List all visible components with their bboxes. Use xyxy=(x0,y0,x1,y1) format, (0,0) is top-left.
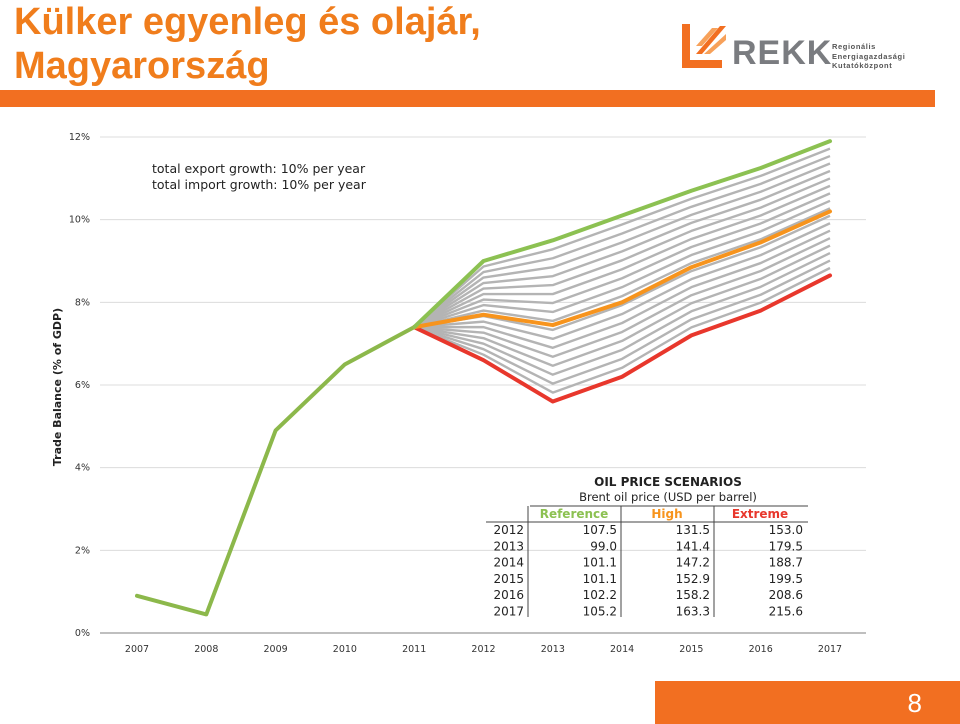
logo-subtitle-line: Regionális xyxy=(832,42,876,51)
series-line xyxy=(412,273,832,404)
band-line xyxy=(413,154,831,329)
table-cell: 101.1 xyxy=(583,556,617,570)
x-tick-label: 2009 xyxy=(264,644,288,655)
y-tick-label: 12% xyxy=(69,132,90,143)
table-cell: 158.2 xyxy=(676,588,710,602)
grid-lines xyxy=(100,136,866,634)
band-line xyxy=(413,147,831,329)
axis-labels: 0% 2% 4% 6% 8% 10% 12% 2007 2008 2009 2010 2011 2012… xyxy=(51,132,842,655)
table-cell: 102.2 xyxy=(583,588,617,602)
table-year: 2015 xyxy=(493,572,524,586)
table-year: 2017 xyxy=(493,605,524,619)
chart-annotation: total import growth: 10% per year xyxy=(152,177,367,192)
logo-subtitle: Regionális Energiagazdasági Kutatóközpon… xyxy=(832,42,905,71)
series-line xyxy=(412,209,832,330)
trade-balance-chart: 0% 2% 4% 6% 8% 10% 12% 2007 2008 2009 2010 2011 2012… xyxy=(51,132,866,655)
table-cell: 208.6 xyxy=(769,588,803,602)
band-line xyxy=(413,207,831,329)
y-tick-label: 4% xyxy=(75,463,90,474)
table-cell: 141.4 xyxy=(676,539,710,553)
x-tick-label: 2007 xyxy=(125,644,149,655)
page-number-box: 8 xyxy=(655,681,960,724)
band-line xyxy=(413,199,831,329)
band-line xyxy=(414,237,831,358)
table-header: High xyxy=(651,507,682,521)
table-year: 2013 xyxy=(493,539,524,553)
band-line xyxy=(414,229,831,349)
band-line xyxy=(413,162,831,329)
history-line xyxy=(135,325,417,617)
slide-title-line-1: Külker egyenleg és olajár, xyxy=(14,1,481,43)
band-line xyxy=(413,177,831,329)
band-line xyxy=(413,169,831,329)
table-cell: 163.3 xyxy=(676,605,710,619)
y-tick-label: 0% xyxy=(75,628,90,639)
x-tick-label: 2011 xyxy=(402,644,426,655)
table-cell: 153.0 xyxy=(769,523,803,537)
y-tick-label: 8% xyxy=(75,297,90,308)
page-number: 8 xyxy=(907,688,922,718)
x-tick-label: 2012 xyxy=(471,644,495,655)
table-subtitle: Brent oil price (USD per barrel) xyxy=(579,490,757,504)
band-line xyxy=(413,259,831,385)
table-cell: 199.5 xyxy=(769,572,803,586)
chart-annotation: total export growth: 10% per year xyxy=(152,161,366,176)
y-tick-label: 2% xyxy=(75,545,90,556)
x-tick-label: 2008 xyxy=(194,644,218,655)
band-line xyxy=(413,192,831,329)
table-cell: 107.5 xyxy=(583,523,617,537)
band-line xyxy=(413,251,831,376)
y-axis-label: Trade Balance (% of GDP) xyxy=(51,308,64,466)
table-cell: 188.7 xyxy=(769,556,803,570)
table-header: Extreme xyxy=(732,507,788,521)
slide-title-line-2: Magyarország xyxy=(14,45,270,87)
table-cell: 215.6 xyxy=(769,605,803,619)
table-cell: 99.0 xyxy=(590,539,617,553)
table-year: 2012 xyxy=(493,523,524,537)
logo-subtitle-line: Kutatóközpont xyxy=(832,61,893,70)
table-cell: 105.2 xyxy=(583,605,617,619)
rekk-logo-mark-icon xyxy=(682,24,726,68)
band-line xyxy=(413,184,831,329)
header-rule xyxy=(0,90,935,107)
table-cell: 152.9 xyxy=(676,572,710,586)
y-tick-label: 6% xyxy=(75,380,90,391)
table-title: OIL PRICE SCENARIOS xyxy=(594,475,742,489)
rekk-logo: REKK Regionális Energiagazdasági Kutatók… xyxy=(676,20,946,76)
x-tick-label: 2010 xyxy=(333,644,357,655)
x-tick-label: 2015 xyxy=(679,644,703,655)
x-tick-label: 2017 xyxy=(818,644,842,655)
x-tick-label: 2016 xyxy=(749,644,773,655)
x-tick-label: 2013 xyxy=(541,644,565,655)
band-line xyxy=(413,266,831,394)
table-cell: 147.2 xyxy=(676,556,710,570)
slide-title: Külker egyenleg és olajár, Magyarország xyxy=(14,0,654,88)
band-line xyxy=(414,244,831,367)
table-year: 2014 xyxy=(493,556,524,570)
x-tick-label: 2014 xyxy=(610,644,634,655)
table-header: Reference xyxy=(540,507,609,521)
table-cell: 131.5 xyxy=(676,523,710,537)
table-year: 2016 xyxy=(493,588,524,602)
band-line xyxy=(414,222,831,341)
series-line xyxy=(412,139,832,330)
series-lines xyxy=(135,139,832,617)
y-tick-label: 10% xyxy=(69,215,90,226)
logo-wordmark: REKK xyxy=(732,34,833,72)
table-cell: 179.5 xyxy=(769,539,803,553)
table-cell: 101.1 xyxy=(583,572,617,586)
logo-subtitle-line: Energiagazdasági xyxy=(832,51,906,61)
